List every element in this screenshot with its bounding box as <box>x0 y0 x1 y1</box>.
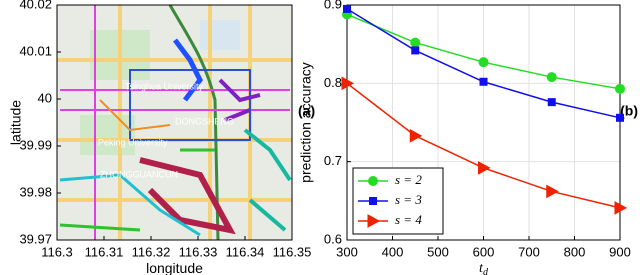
marker <box>615 83 625 94</box>
x-axis-label-text: t <box>479 261 484 275</box>
y-axis-label: latitude <box>8 100 24 145</box>
marker <box>479 77 488 86</box>
x-tick-label: 116.34 <box>226 244 265 259</box>
x-tick-label: 800 <box>564 244 586 259</box>
x-tick-label: 116.35 <box>273 244 312 259</box>
y-tick-label: 39.98 <box>19 184 52 199</box>
marker <box>410 37 421 48</box>
x-tick-label: 400 <box>382 244 404 259</box>
marker <box>478 57 489 68</box>
panel-label: (b) <box>620 103 638 119</box>
marker <box>616 113 624 122</box>
legend-label: s = 4 <box>395 212 422 227</box>
x-tick-label: 900 <box>609 244 631 259</box>
y-tick-label: 39.97 <box>19 231 52 246</box>
marker <box>547 98 556 107</box>
map-label: DONGSHENG <box>175 116 234 126</box>
x-tick-label: 600 <box>473 244 495 259</box>
marker <box>343 4 351 13</box>
y-tick-label: 39.99 <box>19 137 52 152</box>
x-axis-label-sub: d <box>483 267 489 275</box>
map-label: Tsinghua University <box>125 81 204 91</box>
marker <box>341 76 355 91</box>
y-tick-label: 0.6 <box>324 231 342 246</box>
axes-frame <box>346 4 621 241</box>
marker <box>367 214 381 228</box>
x-axis-label: td <box>479 261 489 275</box>
x-tick-label: 300 <box>336 244 358 259</box>
marker <box>478 161 491 175</box>
x-axis-label: longitude <box>146 260 203 275</box>
x-axis-label-text: longitude <box>146 260 203 275</box>
marker <box>614 201 628 215</box>
x-tick-label: 116.33 <box>179 244 218 259</box>
y-tick-label: 0.7 <box>324 153 342 168</box>
y-tick-label: 40 <box>38 90 52 105</box>
legend-label: s = 3 <box>395 192 422 207</box>
y-tick-label: 0.8 <box>324 75 342 90</box>
y-tick-label: 40.02 <box>19 0 52 11</box>
map-label: ZHONGGUANCUN <box>100 169 178 179</box>
x-tick-label: 116.31 <box>85 244 124 259</box>
marker <box>546 184 559 199</box>
marker <box>409 128 423 143</box>
marker <box>369 197 377 205</box>
y-tick-label: 40.01 <box>19 43 52 58</box>
x-tick-label: 500 <box>427 244 449 259</box>
y-tick-label: 0.9 <box>324 0 342 11</box>
map-label: Peking University <box>98 137 168 147</box>
axes-frame <box>56 4 293 241</box>
y-axis-label: prediction accuracy <box>298 62 314 183</box>
marker <box>368 176 378 186</box>
marker <box>411 46 420 55</box>
legend-label: s = 2 <box>395 172 422 187</box>
map-background: Tsinghua University Peking University ZH… <box>57 5 292 240</box>
x-tick-label: 116.3 <box>41 244 73 259</box>
panel-label: (a) <box>298 103 315 119</box>
x-tick-label: 116.32 <box>132 244 171 259</box>
marker <box>546 72 557 83</box>
x-tick-label: 700 <box>518 244 540 259</box>
